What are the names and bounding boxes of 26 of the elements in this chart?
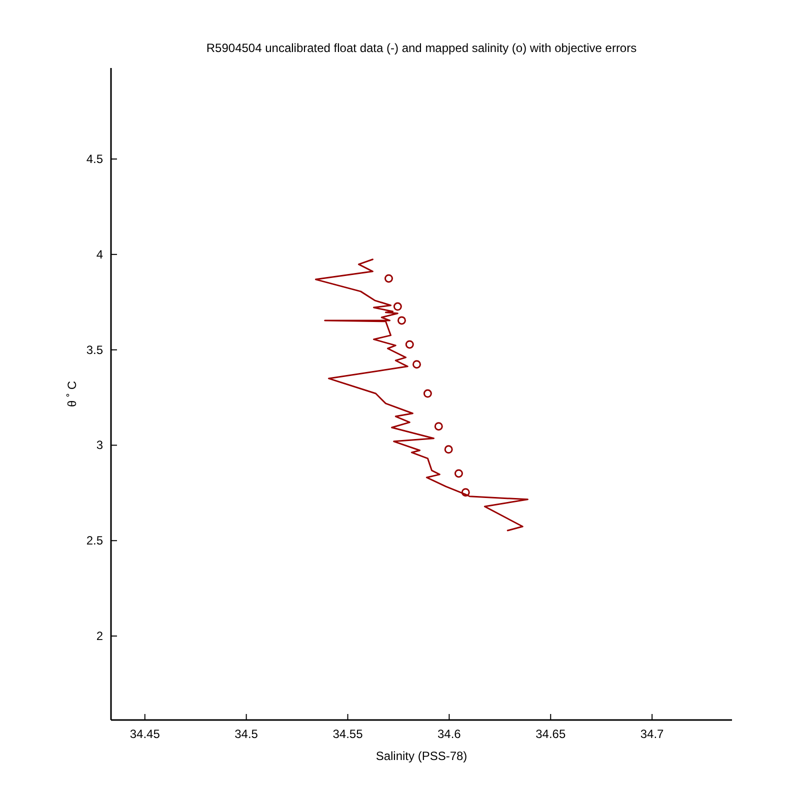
x-axis-title: Salinity (PSS-78) [376, 749, 468, 763]
y-tick-label: 2 [96, 629, 104, 644]
y-tick-label: 3.5 [86, 342, 104, 357]
y-tick-label: 2.5 [86, 534, 104, 548]
point [384, 274, 393, 283]
y-tick-label: 4 [96, 247, 104, 262]
point [405, 340, 414, 349]
y-tick-label: 3 [96, 438, 104, 452]
x-tick-label: 34.6 [438, 727, 462, 741]
point [412, 360, 421, 369]
point [454, 469, 463, 478]
point [444, 445, 453, 454]
point [434, 422, 443, 431]
x-tick-label: 34.7 [640, 727, 664, 741]
chart-title: R5904504 uncalibrated float data (-) and mapped salinity (o) with objective errors [206, 41, 637, 55]
line-series [314, 258, 528, 532]
point [461, 488, 470, 497]
y-tick-label: 4.5 [86, 152, 104, 166]
x-tick-label: 34.45 [130, 727, 160, 741]
x-tick-label: 34.65 [536, 727, 566, 741]
point [393, 302, 402, 311]
point [397, 316, 406, 325]
point [423, 389, 432, 398]
y-axis-title: θ ˚ C [65, 380, 79, 408]
x-tick-label: 34.5 [234, 727, 258, 741]
x-tick-label: 34.55 [332, 727, 364, 741]
